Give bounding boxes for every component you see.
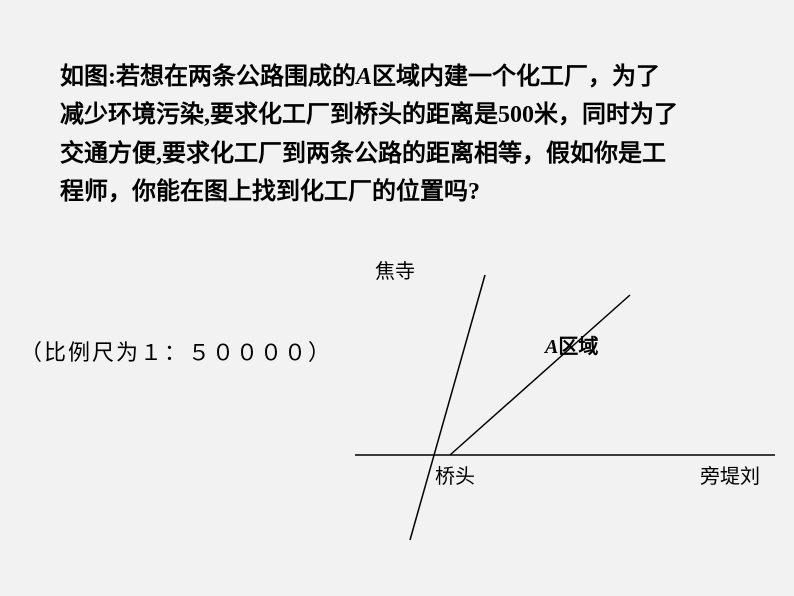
- diagonal-road-line: [450, 295, 630, 455]
- region-letter-in-text: A: [356, 64, 372, 90]
- region-letter: A: [545, 336, 558, 358]
- problem-text-part1: 如图:若想在两条公路围成的: [60, 64, 356, 90]
- label-qiaotou: 桥头: [435, 460, 475, 489]
- label-pangdiliu: 旁堤刘: [700, 460, 760, 489]
- label-region: A区域: [545, 330, 598, 359]
- steep-road-line: [410, 275, 485, 540]
- diagram-svg: [355, 255, 785, 585]
- region-suffix: 区域: [558, 336, 598, 358]
- geometry-diagram: 焦寺 A区域 桥头 旁堤刘: [355, 255, 785, 585]
- label-jiaosi: 焦寺: [375, 255, 415, 284]
- problem-statement: 如图:若想在两条公路围成的A区域内建一个化工厂，为了减少环境污染,要求化工厂到桥…: [60, 58, 680, 212]
- scale-ratio: （比例尺为１：５００００）: [20, 335, 332, 367]
